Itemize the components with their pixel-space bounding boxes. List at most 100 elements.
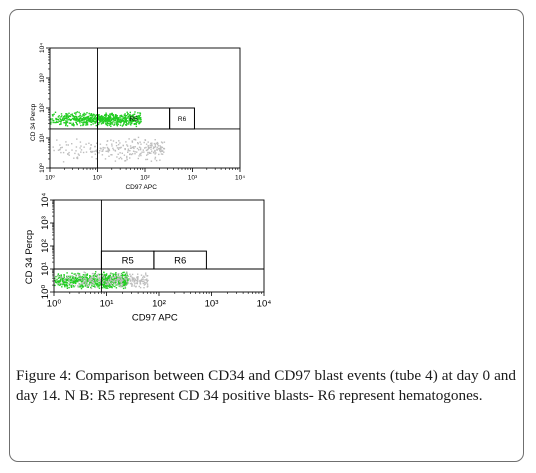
event-point xyxy=(102,121,105,123)
event-point xyxy=(131,285,133,287)
event-point xyxy=(74,285,76,287)
event-point xyxy=(114,119,117,121)
event-point xyxy=(57,280,60,282)
event-point xyxy=(94,280,97,282)
event-point xyxy=(102,115,104,118)
event-point xyxy=(124,160,127,162)
event-point xyxy=(74,119,77,121)
event-point xyxy=(73,117,75,119)
event-point xyxy=(92,113,95,115)
event-point xyxy=(93,150,95,153)
event-point xyxy=(65,116,67,118)
event-point xyxy=(67,275,69,278)
event-point xyxy=(58,284,61,286)
event-point xyxy=(63,276,65,279)
event-point xyxy=(97,280,99,282)
event-point xyxy=(134,151,136,153)
event-point xyxy=(83,278,85,280)
event-point xyxy=(90,121,93,123)
event-point xyxy=(90,114,93,116)
y-tick-label: 10⁰ xyxy=(40,285,51,300)
event-point xyxy=(82,274,85,276)
event-point xyxy=(130,119,132,121)
event-point xyxy=(79,285,81,287)
event-point xyxy=(89,275,91,278)
event-point xyxy=(150,152,152,154)
event-point xyxy=(105,274,108,277)
event-point xyxy=(129,280,132,282)
event-point xyxy=(116,282,119,285)
event-point xyxy=(62,280,64,282)
event-point xyxy=(79,115,81,117)
event-point xyxy=(107,117,109,120)
event-point xyxy=(71,149,73,151)
event-point xyxy=(94,279,97,281)
event-point xyxy=(108,122,110,125)
event-point xyxy=(129,157,131,159)
event-point xyxy=(78,117,81,120)
event-point xyxy=(102,148,104,151)
event-point xyxy=(107,149,110,151)
event-point xyxy=(89,275,91,277)
event-point xyxy=(145,158,147,161)
event-point xyxy=(135,118,137,120)
event-point xyxy=(117,278,119,280)
event-point xyxy=(124,114,126,116)
event-point xyxy=(82,114,84,116)
event-point xyxy=(115,287,118,289)
event-point xyxy=(151,142,153,144)
event-point xyxy=(101,275,104,277)
event-point xyxy=(136,282,138,285)
event-point xyxy=(88,112,90,115)
event-point xyxy=(114,273,116,275)
event-point xyxy=(105,285,107,288)
event-point xyxy=(82,279,84,282)
event-point xyxy=(95,124,97,127)
event-point xyxy=(104,278,106,281)
event-point xyxy=(69,115,72,118)
event-point xyxy=(134,139,137,141)
event-point xyxy=(51,118,54,120)
event-point xyxy=(136,118,138,120)
event-point xyxy=(140,116,142,119)
event-point xyxy=(92,115,94,117)
event-point xyxy=(139,147,142,149)
event-point xyxy=(106,280,109,282)
event-point xyxy=(129,113,131,116)
event-point xyxy=(131,146,134,149)
event-point xyxy=(104,282,106,284)
event-point xyxy=(84,272,87,274)
event-point xyxy=(78,275,80,277)
event-point xyxy=(79,141,82,143)
event-point xyxy=(126,283,128,285)
event-point xyxy=(122,117,124,120)
event-point xyxy=(123,283,125,285)
event-point xyxy=(59,144,61,146)
event-point xyxy=(68,284,71,286)
x-tick-label: 10¹ xyxy=(100,299,114,310)
event-point xyxy=(140,143,142,145)
figure-caption: Figure 4: Comparison between CD34 and CD… xyxy=(16,366,516,406)
event-point xyxy=(91,276,93,278)
event-point xyxy=(95,118,97,120)
event-point xyxy=(103,283,105,285)
event-point xyxy=(161,149,163,152)
caption-text: Comparison between CD34 and CD97 blast e… xyxy=(16,367,516,404)
gate-label-r5: R5 xyxy=(129,116,138,123)
event-point xyxy=(156,141,159,144)
event-point xyxy=(61,277,63,280)
event-point xyxy=(114,117,116,119)
event-point xyxy=(116,123,118,125)
event-point xyxy=(111,286,113,289)
event-point xyxy=(89,118,91,120)
events-group xyxy=(50,111,166,163)
event-point xyxy=(50,123,52,125)
event-point xyxy=(107,280,110,282)
event-point xyxy=(101,117,104,120)
event-point xyxy=(121,125,124,127)
event-point xyxy=(148,147,150,149)
event-point xyxy=(99,284,101,286)
event-point xyxy=(86,124,88,126)
event-point xyxy=(108,118,110,120)
event-point xyxy=(145,272,147,274)
